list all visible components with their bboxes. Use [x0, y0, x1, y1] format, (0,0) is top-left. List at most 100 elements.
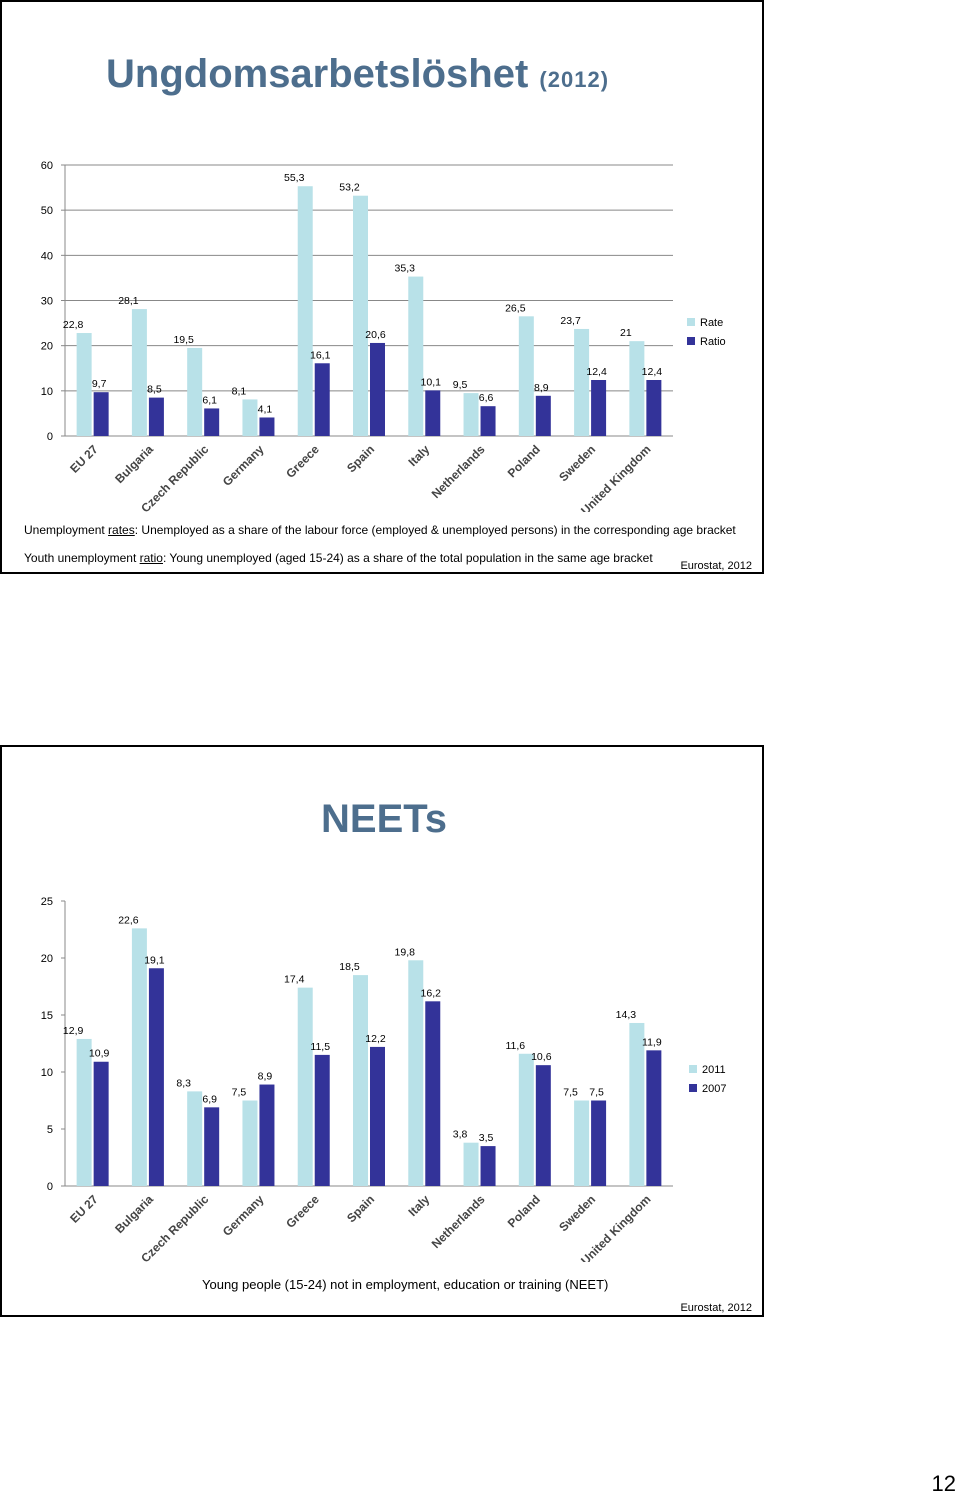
title-year: (2012) [539, 67, 610, 92]
legend-swatch [689, 1084, 697, 1092]
bar-2007 [646, 1050, 662, 1186]
x-tick-label: Netherlands [429, 1192, 488, 1251]
data-label: 7,5 [232, 1087, 247, 1099]
data-label: 23,7 [560, 315, 581, 327]
legend-label: Ratio [700, 336, 726, 348]
data-label: 6,1 [202, 394, 217, 406]
x-tick-label: Germany [220, 442, 267, 489]
neet-caption: Young people (15-24) not in employment, … [202, 1277, 609, 1292]
data-label: 11,9 [642, 1036, 662, 1048]
bar-ratio [646, 379, 662, 436]
data-label: 18,5 [339, 961, 360, 973]
data-label: 8,1 [232, 385, 247, 397]
data-label: 53,2 [339, 182, 360, 194]
bar-2007 [259, 1084, 275, 1186]
legend-label: 2011 [702, 1064, 726, 1076]
data-label: 21 [620, 327, 632, 339]
bar-2007 [93, 1061, 109, 1186]
bar-rate [297, 186, 313, 436]
x-tick-label: Poland [505, 442, 543, 480]
bar-2011 [629, 1022, 645, 1186]
neet-chart: 0 5 10 15 20 25 12,9 10,9 EU 27 22,6 19,1 Bulgaria 8… [41, 896, 727, 1262]
bar-ratio [480, 406, 496, 436]
legend-swatch [687, 337, 695, 345]
bar-2011 [242, 1100, 258, 1186]
y-tick-label: 10 [41, 386, 53, 398]
slide-youth-unemployment: Ungdomsarbetslöshet (2012) 0 10 20 30 40 50 60… [0, 0, 764, 574]
note-rates-term: rates [108, 523, 135, 537]
x-tick-label: Italy [406, 1192, 433, 1219]
bar-2011 [76, 1038, 92, 1186]
data-label: 7,5 [563, 1087, 578, 1099]
data-label: 16,2 [421, 987, 442, 999]
bar-2011 [463, 1142, 479, 1186]
y-tick-label: 10 [41, 1067, 53, 1079]
x-tick-label: EU 27 [67, 442, 101, 476]
x-tick-label: Greece [283, 442, 322, 481]
data-label: 20,6 [365, 329, 386, 341]
slide-title: Ungdomsarbetslöshet (2012) [106, 52, 609, 97]
bar-2011 [518, 1053, 534, 1186]
x-tick-label: Sweden [556, 1192, 598, 1234]
note-ratio: Youth unemployment ratio: Young unemploy… [24, 551, 653, 565]
source-label: Eurostat, 2012 [680, 1302, 752, 1314]
data-label: 19,1 [144, 954, 165, 966]
bar-2007 [370, 1046, 385, 1186]
bar-2007 [535, 1065, 551, 1186]
x-tick-label: Spain [344, 1192, 377, 1225]
y-tick-label: 60 [41, 160, 53, 172]
data-label: 8,9 [534, 382, 549, 394]
data-label: 11,6 [505, 1040, 525, 1052]
bar-ratio [591, 379, 607, 436]
bar-rate [353, 195, 368, 436]
bar-rate [76, 333, 92, 436]
note-rates-prefix: Unemployment [24, 523, 109, 537]
bar-ratio [93, 392, 109, 436]
note-ratio-prefix: Youth unemployment [24, 551, 140, 565]
x-tick-label: Italy [406, 442, 433, 469]
bar-rate [574, 328, 590, 436]
data-label: 26,5 [505, 302, 526, 314]
bar-ratio [535, 395, 551, 436]
x-tick-label: Bulgaria [112, 1192, 156, 1236]
data-label: 12,4 [586, 366, 607, 378]
bar-2011 [408, 960, 424, 1186]
data-label: 6,9 [202, 1093, 217, 1105]
data-label: 14,3 [616, 1009, 637, 1021]
bar-ratio [425, 390, 441, 436]
note-rates-text: : Unemployed as a share of the labour fo… [134, 523, 736, 537]
page-number: 12 [931, 1471, 956, 1496]
x-tick-label: Sweden [556, 442, 598, 484]
note-rates: Unemployment rates: Unemployed as a shar… [24, 523, 736, 537]
data-label: 12,9 [63, 1025, 84, 1037]
x-tick-label: EU 27 [67, 1192, 101, 1226]
data-label: 35,3 [395, 263, 416, 275]
note-ratio-text: : Young unemployed (aged 15-24) as a sha… [162, 551, 653, 565]
y-tick-label: 25 [41, 896, 53, 908]
bar-rate [463, 393, 479, 436]
bar-2011 [131, 928, 147, 1186]
data-label: 8,5 [147, 384, 162, 396]
bar-2007 [204, 1107, 220, 1186]
bar-2011 [297, 987, 313, 1186]
bar-rate [629, 341, 645, 436]
bar-2011 [353, 975, 368, 1186]
bar-2007 [148, 968, 164, 1186]
bar-ratio [148, 397, 164, 436]
legend-label: 2007 [702, 1083, 726, 1095]
y-tick-label: 30 [41, 296, 53, 308]
bar-rate [242, 399, 258, 436]
y-tick-label: 50 [41, 205, 53, 217]
y-tick-label: 0 [47, 1181, 53, 1193]
bar-2007 [314, 1054, 330, 1186]
bar-2007 [591, 1100, 607, 1186]
data-label: 19,8 [395, 946, 416, 958]
legend-swatch [687, 318, 695, 326]
y-tick-label: 20 [41, 953, 53, 965]
y-tick-label: 5 [47, 1124, 53, 1136]
bar-ratio [259, 417, 275, 436]
data-label: 9,7 [92, 378, 107, 390]
bar-rate [187, 347, 203, 436]
data-label: 7,5 [589, 1087, 604, 1099]
data-label: 12,4 [642, 366, 663, 378]
